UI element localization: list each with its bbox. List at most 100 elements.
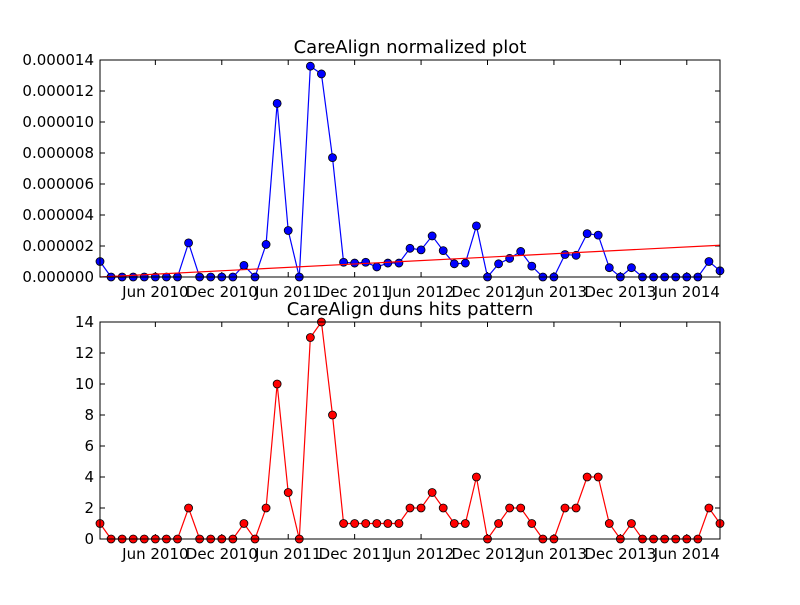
top-series-layer xyxy=(95,61,725,282)
bottom-data-point xyxy=(427,488,437,497)
top-data-point xyxy=(627,263,636,273)
top-x-tick-label: Jun 2014 xyxy=(653,283,720,301)
bottom-data-point xyxy=(627,519,636,528)
top-y-tick-label: 0.000014 xyxy=(22,51,94,69)
top-y-tick-label: 0.000000 xyxy=(22,268,94,286)
bottom-data-point xyxy=(350,519,360,528)
top-y-tick-label: 0.000006 xyxy=(22,175,94,193)
top-data-point xyxy=(305,61,315,71)
top-x-tick-label: Jun 2010 xyxy=(121,283,188,301)
bottom-data-point xyxy=(571,503,581,513)
top-x-tick-label: Dec 2011 xyxy=(319,283,391,301)
bottom-data-point xyxy=(460,519,470,528)
top-data-point xyxy=(449,259,459,269)
bottom-data-point xyxy=(283,488,293,497)
top-y-tick-label: 0.000010 xyxy=(22,113,94,131)
top-data-point xyxy=(405,243,415,253)
bottom-y-tick-label: 2 xyxy=(84,499,94,517)
bottom-x-tick-label: Jun 2011 xyxy=(254,545,321,563)
top-data-point xyxy=(516,247,526,256)
top-y-tick-label: 0.000008 xyxy=(22,144,94,162)
bottom-y-tick-label: 6 xyxy=(84,437,94,455)
bottom-data-point xyxy=(184,503,193,513)
top-x-tick-label: Dec 2010 xyxy=(186,283,258,301)
top-x-tick-label: Jun 2013 xyxy=(520,283,587,301)
bottom-y-tick-label: 12 xyxy=(75,344,94,362)
bottom-y-tick-label: 0 xyxy=(84,530,94,548)
bottom-data-point xyxy=(261,503,271,513)
bottom-x-tick-label: Jun 2012 xyxy=(387,545,454,563)
top-x-tick-label: Dec 2012 xyxy=(452,283,524,301)
bottom-data-point xyxy=(361,519,371,528)
top-data-point xyxy=(350,258,360,268)
top-trend-line xyxy=(99,244,721,278)
top-data-point xyxy=(604,263,614,273)
bottom-data-point xyxy=(438,503,448,513)
top-data-point xyxy=(361,257,371,267)
bottom-x-tick-label: Dec 2013 xyxy=(584,545,656,563)
bottom-x-tick-label: Dec 2011 xyxy=(319,545,391,563)
top-x-tick-label: Jun 2012 xyxy=(387,283,454,301)
duns-hits-plot: CareAlign duns hits pattern 02468101214 … xyxy=(75,299,725,563)
top-y-tick-label: 0.000004 xyxy=(22,206,94,224)
bottom-data-point xyxy=(416,503,426,513)
top-data-point xyxy=(416,245,426,255)
bottom-y-axis: 0 2 4 6 8 10 12 14 xyxy=(75,313,720,548)
top-data-point xyxy=(283,226,293,235)
top-plot-frame xyxy=(99,59,721,278)
bottom-data-point xyxy=(593,472,603,482)
top-data-point xyxy=(494,259,503,269)
top-chart-title: CareAlign normalized plot xyxy=(294,37,527,58)
bottom-data-point xyxy=(494,519,503,528)
top-data-point xyxy=(438,246,448,256)
top-data-point xyxy=(427,231,437,241)
bottom-series-layer xyxy=(95,317,725,544)
top-data-point xyxy=(527,261,537,271)
top-data-point xyxy=(704,257,714,266)
bottom-data-point xyxy=(239,519,249,528)
top-data-point xyxy=(560,250,570,259)
bottom-y-tick-label: 14 xyxy=(75,313,94,331)
top-data-point xyxy=(272,99,282,108)
bottom-data-point xyxy=(372,519,382,528)
bottom-x-tick-label: Jun 2013 xyxy=(520,545,587,563)
top-data-point xyxy=(460,258,470,268)
normalized-plot: CareAlign normalized plot 0.000000 0.0000… xyxy=(22,37,725,301)
bottom-data-point xyxy=(516,503,526,513)
top-x-tick-label: Jun 2011 xyxy=(254,283,321,301)
top-data-point xyxy=(372,262,382,272)
bottom-data-point xyxy=(560,503,570,513)
top-data-point xyxy=(328,153,337,163)
top-x-tick-label: Dec 2013 xyxy=(584,283,656,301)
bottom-data-point xyxy=(582,472,592,482)
bottom-data-point xyxy=(272,379,282,389)
bottom-y-tick-label: 10 xyxy=(75,375,94,393)
top-data-point xyxy=(239,260,249,270)
top-y-tick-label: 0.000002 xyxy=(22,237,94,255)
bottom-y-tick-label: 8 xyxy=(84,406,94,424)
bottom-x-tick-label: Dec 2012 xyxy=(452,545,524,563)
top-y-tick-label: 0.000012 xyxy=(22,82,94,100)
bottom-chart-title: CareAlign duns hits pattern xyxy=(287,299,534,320)
top-data-point xyxy=(394,258,404,268)
bottom-data-point xyxy=(405,503,415,513)
top-data-point xyxy=(582,229,592,239)
bottom-x-tick-label: Jun 2014 xyxy=(653,545,720,563)
bottom-data-point xyxy=(704,503,714,513)
bottom-data-point xyxy=(305,333,315,342)
bottom-data-point xyxy=(339,519,348,528)
bottom-data-point xyxy=(328,410,337,420)
bottom-data-point xyxy=(449,519,459,528)
bottom-plot-frame xyxy=(99,321,721,540)
bottom-data-point xyxy=(472,472,481,482)
bottom-data-point xyxy=(383,519,393,528)
bottom-x-tick-label: Jun 2010 xyxy=(121,545,188,563)
top-data-point xyxy=(317,69,326,79)
bottom-data-point xyxy=(604,519,614,528)
top-data-point xyxy=(261,240,271,249)
bottom-x-tick-label: Dec 2010 xyxy=(186,545,258,563)
